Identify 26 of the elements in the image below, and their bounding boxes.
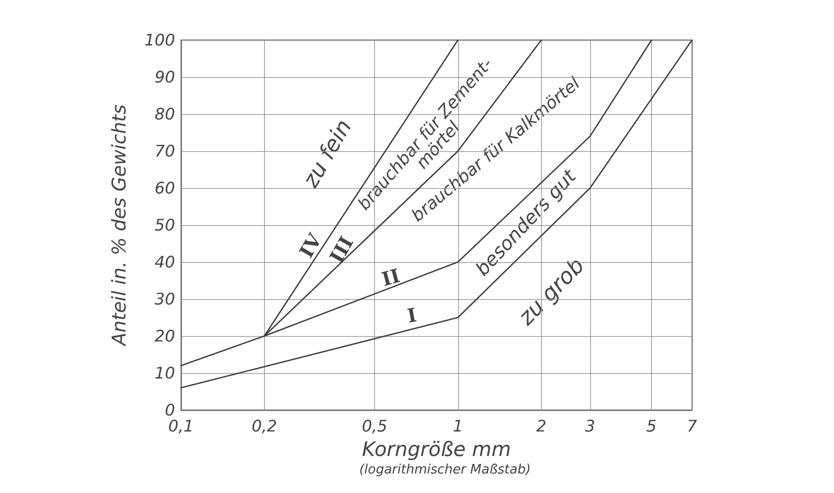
y-tick-label: 80 xyxy=(154,104,175,124)
text: II xyxy=(380,265,403,291)
y-tick-label: 30 xyxy=(154,290,175,308)
y-tick-label: 100 xyxy=(144,30,175,50)
y-axis-title: Anteil in. % des Gewichts xyxy=(108,104,130,348)
text: III xyxy=(326,232,358,268)
text: IV xyxy=(296,230,327,262)
x-tick-label: 7 xyxy=(686,416,698,436)
y-tick-label: 60 xyxy=(154,178,175,198)
text: I xyxy=(406,304,418,328)
x-tick-label: 1 xyxy=(452,416,464,436)
y-tick-label: 0 xyxy=(164,400,175,420)
x-axis-title: Korngröße mm xyxy=(362,436,511,461)
x-tick-label: 0,5 xyxy=(362,416,388,436)
text: (logarithmischer Maßstab) xyxy=(359,462,531,478)
y-tick-label: 20 xyxy=(154,326,175,346)
y-tick-label: 10 xyxy=(154,364,175,382)
x-tick-label: 3 xyxy=(584,416,596,436)
x-tick-label: 0,1 xyxy=(168,416,194,436)
x-tick-label: 5 xyxy=(646,416,657,436)
y-tick-label: 50 xyxy=(154,216,175,234)
y-tick-label: 70 xyxy=(154,142,175,160)
y-tick-label: 90 xyxy=(154,68,175,86)
y-tick-label: 40 xyxy=(154,252,175,272)
x-tick-label: 2 xyxy=(536,416,546,436)
x-tick-label: 0,2 xyxy=(252,416,278,436)
